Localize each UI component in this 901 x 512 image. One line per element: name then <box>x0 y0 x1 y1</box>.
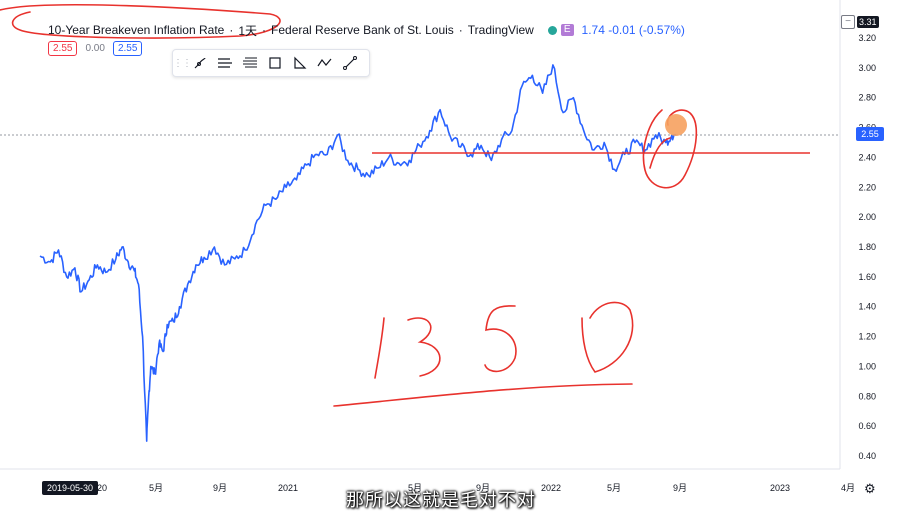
symbol-title[interactable]: 10-Year Breakeven Inflation Rate <box>48 23 225 37</box>
y-tick-label: 2.00 <box>858 212 876 222</box>
value-change: 1.74 -0.01 (-0.57%) <box>581 23 685 37</box>
source-label: Federal Reserve Bank of St. Louis <box>271 23 454 37</box>
video-subtitle: 那所以这就是毛对不对 <box>346 490 536 511</box>
y-tick-label: 3.20 <box>858 33 876 43</box>
trendline-icon[interactable] <box>337 51 362 75</box>
price-axis: 0.40 0.60 0.80 1.00 1.20 1.40 1.60 1.80 2.00 2.20… <box>858 33 876 461</box>
rectangle-icon[interactable] <box>262 51 287 75</box>
y-tick-label: 1.60 <box>858 272 876 282</box>
handwritten-3 <box>407 317 441 377</box>
x-tick-label: 5月 <box>607 483 621 493</box>
provider-label: TradingView <box>467 23 534 37</box>
y-tick-label: 2.80 <box>858 93 876 103</box>
triangle-icon[interactable] <box>287 51 312 75</box>
badge-close: 2.55 <box>112 41 143 56</box>
x-tick-label: 4月 <box>841 483 855 493</box>
handwritten-0 <box>581 301 634 373</box>
circle-scribble <box>642 109 698 189</box>
handwritten-annotation <box>0 3 698 407</box>
y-tick-label: 1.20 <box>858 332 876 342</box>
badge-change: 0.00 <box>85 43 105 54</box>
x-tick-label: 2022 <box>541 483 561 493</box>
y-tick-label: 3.00 <box>858 63 876 73</box>
y-tick-label: 2.40 <box>858 152 876 162</box>
y-tick-label: 1.80 <box>858 242 876 252</box>
x-tick-label: 2023 <box>770 483 790 493</box>
x-tick-label: 9月 <box>673 483 687 493</box>
handwritten-5 <box>484 305 517 373</box>
handwritten-underline <box>333 383 633 407</box>
y-tick-label: 0.40 <box>858 451 876 461</box>
ohlc-badges: 2.55 0.00 2.55 <box>48 41 143 56</box>
title-circle-scribble <box>0 3 281 39</box>
interval-label: 1天 <box>238 23 258 38</box>
x-tick-label: 9月 <box>476 483 490 493</box>
drag-handle-icon[interactable]: ⋮⋮ <box>173 57 192 69</box>
x-tick-label: 9月 <box>213 483 227 493</box>
y-tick-label: 0.60 <box>858 421 876 431</box>
series-layer <box>39 64 677 442</box>
y-tick-label: 1.00 <box>858 361 876 371</box>
badge-open: 2.55 <box>48 41 78 56</box>
x-tick-label: 2021 <box>278 483 298 493</box>
channel-icon[interactable] <box>212 51 237 75</box>
current-price-label: 2.55 <box>856 127 884 141</box>
brush-icon[interactable] <box>187 51 212 75</box>
gear-icon[interactable]: ⚙ <box>864 481 876 496</box>
path-icon[interactable] <box>312 51 337 75</box>
series-line <box>39 64 677 442</box>
y-tick-label: 0.80 <box>858 391 876 401</box>
e-badge: E <box>560 24 574 36</box>
fib-icon[interactable] <box>237 51 262 75</box>
y-tick-label: 2.20 <box>858 182 876 192</box>
x-tick-label: 5月 <box>408 483 422 493</box>
x-tick-label: 5月 <box>149 483 163 493</box>
y-tick-label: 1.40 <box>858 302 876 312</box>
handwritten-1 <box>374 317 385 379</box>
market-status-icon <box>547 25 557 35</box>
circle-scribble-inner <box>649 137 671 169</box>
collapse-icon[interactable]: − <box>841 15 855 29</box>
top-right-value: 3.31 <box>857 16 879 28</box>
crosshair-date-label: 2019-05-30 <box>42 481 99 495</box>
chart-legend[interactable]: 10-Year Breakeven Inflation Rate · 1天 · … <box>48 23 685 38</box>
cursor-highlight <box>665 114 687 136</box>
drawing-toolbar[interactable]: ⋮⋮ <box>172 49 370 77</box>
